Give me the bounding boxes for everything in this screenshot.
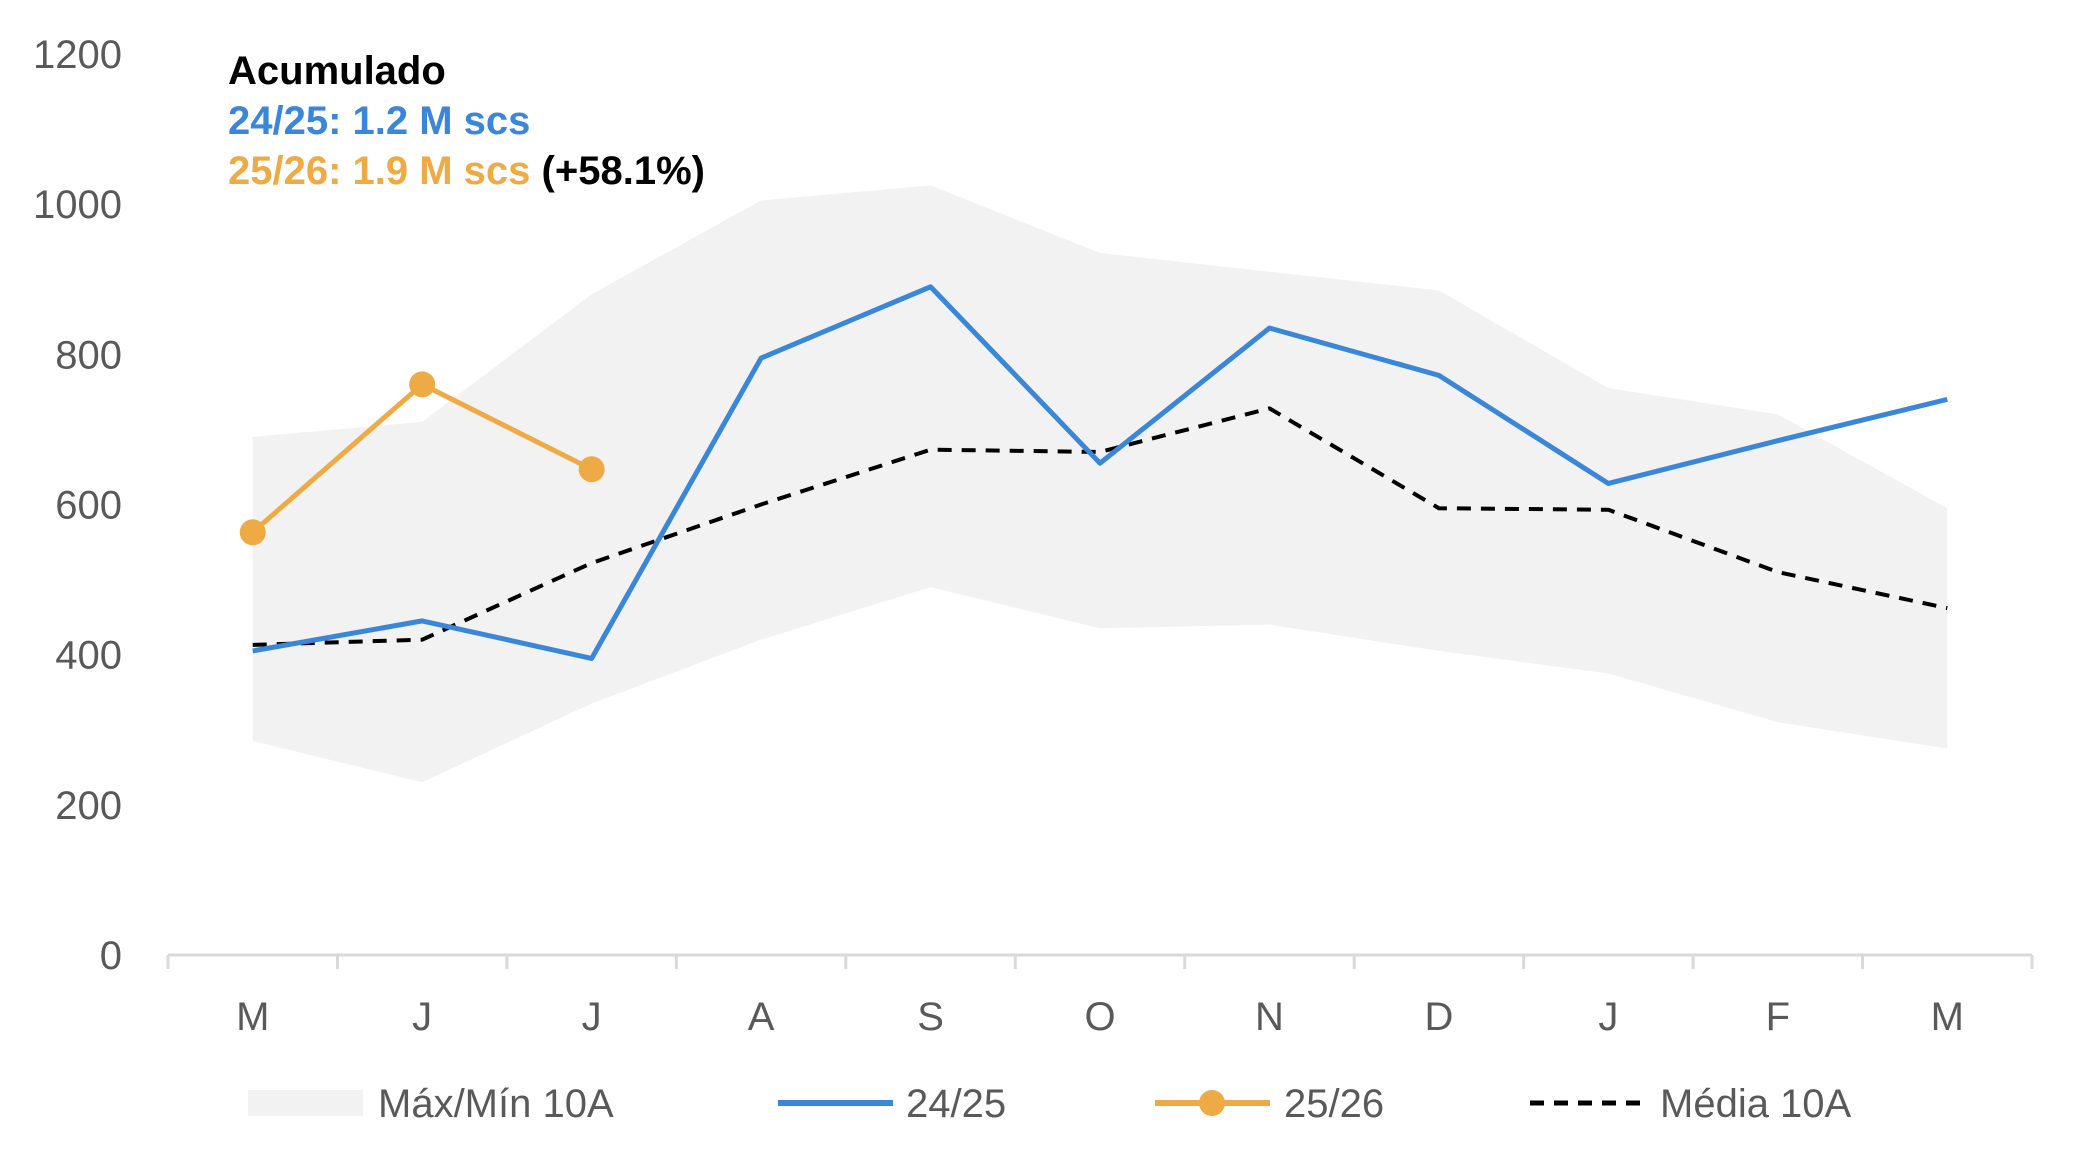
x-axis [166,953,2034,969]
y-tick-label: 1000 [33,183,122,227]
series-line-2 [252,406,1948,647]
x-tick-label: M [236,995,269,1039]
legend-marker-2526 [1199,1090,1225,1116]
y-tick-label: 800 [55,333,122,377]
x-tick-label: F [1766,995,1790,1039]
x-tick-label: S [917,995,944,1039]
series-line-0 [252,284,1948,661]
legend-swatch-band [248,1090,363,1116]
band-layer [252,185,1948,783]
series-point-1 [409,371,436,398]
annotation-line-2425: 24/25: 1.2 M scs [228,99,530,143]
y-tick-label: 0 [100,934,122,978]
x-tick-label: J [1598,995,1618,1039]
legend-item-avg: Média 10A [1530,1082,1852,1126]
legend-item-band: Máx/Mín 10A [248,1082,614,1126]
annotation-line-2526-change: (+58.1%) [530,149,705,193]
annotation-title: Acumulado [228,49,446,93]
y-tick-label: 200 [55,784,122,828]
x-tick-label: M [1931,995,1964,1039]
x-tick-label: N [1255,995,1284,1039]
legend-label-avg: Média 10A [1660,1082,1852,1126]
band-area [252,185,1948,783]
series-point-1 [578,456,605,483]
legend-item-2425: 24/25 [778,1082,1006,1126]
annotation-line-2526-value: 25/26: 1.9 M scs [228,149,530,193]
cumulative-annotation: Acumulado 24/25: 1.2 M scs 25/26: 1.9 M … [228,49,705,193]
y-axis: 0 200 400 600 800 1000 1200 [33,33,122,978]
legend-label-band: Máx/Mín 10A [378,1082,614,1126]
series-point-1 [239,519,266,546]
legend-label-2526: 25/26 [1284,1082,1384,1126]
x-tick-label: J [412,995,432,1039]
y-tick-label: 600 [55,484,122,528]
y-tick-label: 400 [55,634,122,678]
legend: Máx/Mín 10A 24/25 25/26 Média 10A [248,1082,1852,1126]
x-tick-label: J [582,995,602,1039]
series-layer [239,284,1948,661]
x-tick-label: A [748,995,775,1039]
legend-item-2526: 25/26 [1155,1082,1384,1126]
legend-label-2425: 24/25 [906,1082,1006,1126]
annotation-line-2526: 25/26: 1.9 M scs (+58.1%) [228,149,705,193]
x-tick-label: D [1424,995,1453,1039]
y-tick-label: 1200 [33,33,122,77]
x-tick-label: O [1084,995,1115,1039]
